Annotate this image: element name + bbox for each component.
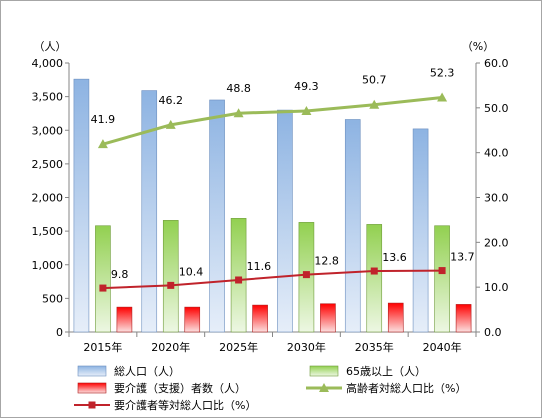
bar-3	[455, 304, 472, 333]
right-axis-unit: （%）	[462, 40, 494, 53]
legend-marker	[88, 401, 96, 409]
bar-1	[344, 119, 361, 333]
right-tick-label: 40.0	[484, 147, 509, 160]
bar-2	[230, 218, 247, 333]
bar-1	[209, 99, 225, 333]
bar-2	[95, 225, 111, 333]
bar-3	[252, 304, 268, 333]
line-1-marker	[369, 99, 380, 109]
x-tick-label: 2025年	[219, 340, 258, 354]
line-1-marker	[301, 105, 312, 115]
line-1-marker	[233, 108, 244, 118]
right-tick-label: 0.0	[484, 326, 502, 339]
bar-3	[184, 306, 201, 333]
legend-label: 65歳以上（人）	[346, 365, 426, 378]
line-2-marker	[99, 284, 107, 292]
line-1-marker	[437, 92, 448, 102]
left-axis-unit: （人）	[34, 40, 67, 53]
left-tick-label: 2,500	[32, 158, 64, 171]
line-1-marker	[97, 139, 108, 149]
left-tick-label: 3,500	[32, 91, 64, 104]
legend-swatch	[309, 365, 339, 377]
right-tick-label: 60.0	[484, 57, 509, 70]
data-label: 52.3	[430, 67, 455, 80]
legend-swatch	[77, 365, 107, 377]
legend-label: 要介護（支援）者数（人）	[114, 381, 246, 395]
bar-3	[387, 302, 404, 333]
bar-2	[434, 225, 450, 333]
line-2-marker	[167, 281, 175, 289]
line-1-marker	[165, 119, 176, 129]
bar-1	[73, 78, 90, 333]
line-2-marker	[370, 267, 378, 275]
legend-swatch	[77, 382, 107, 394]
data-label: 46.2	[159, 94, 184, 107]
bar-3	[320, 303, 336, 333]
right-tick-label: 10.0	[484, 281, 509, 294]
data-label: 48.8	[226, 82, 251, 95]
data-label: 41.9	[91, 113, 116, 126]
left-tick-label: 2,000	[32, 192, 64, 205]
legend-label: 総人口（人）	[114, 364, 180, 378]
left-tick-label: 1,500	[32, 225, 64, 238]
left-tick-label: 500	[42, 292, 63, 305]
data-label: 13.7	[450, 251, 475, 264]
x-tick-label: 2030年	[287, 340, 326, 354]
bar-1	[277, 109, 293, 333]
legend-label: 要介護者等対総人口比（%）	[114, 398, 256, 412]
line-2-marker	[302, 271, 310, 279]
left-tick-label: 3,000	[32, 124, 64, 137]
bar-1	[141, 90, 158, 333]
x-tick-label: 2015年	[83, 340, 122, 354]
data-label: 10.4	[179, 265, 204, 278]
left-tick-label: 1,000	[32, 259, 64, 272]
data-label: 9.8	[111, 268, 128, 281]
bar-2	[162, 220, 179, 333]
x-tick-label: 2040年	[423, 340, 462, 354]
data-label: 12.8	[314, 255, 339, 268]
right-tick-label: 50.0	[484, 102, 509, 115]
data-label: 50.7	[362, 74, 387, 87]
bar-3	[116, 306, 133, 333]
data-label: 13.6	[382, 251, 407, 264]
right-tick-label: 20.0	[484, 236, 509, 249]
line-2	[102, 269, 443, 290]
x-tick-label: 2035年	[355, 340, 394, 354]
legend-label: 高齢者対総人口比（%）	[346, 381, 466, 395]
line-2-marker	[438, 267, 446, 275]
right-tick-label: 30.0	[484, 192, 509, 205]
line-1	[102, 96, 443, 146]
bar-1	[412, 128, 429, 333]
line-2-marker	[235, 276, 243, 284]
bar-2	[366, 224, 383, 333]
legend-marker	[319, 383, 329, 392]
left-tick-label: 0	[56, 326, 63, 339]
x-tick-label: 2020年	[151, 340, 190, 354]
data-label: 49.3	[294, 80, 319, 93]
data-label: 11.6	[247, 260, 271, 273]
left-tick-label: 4,000	[32, 57, 64, 70]
